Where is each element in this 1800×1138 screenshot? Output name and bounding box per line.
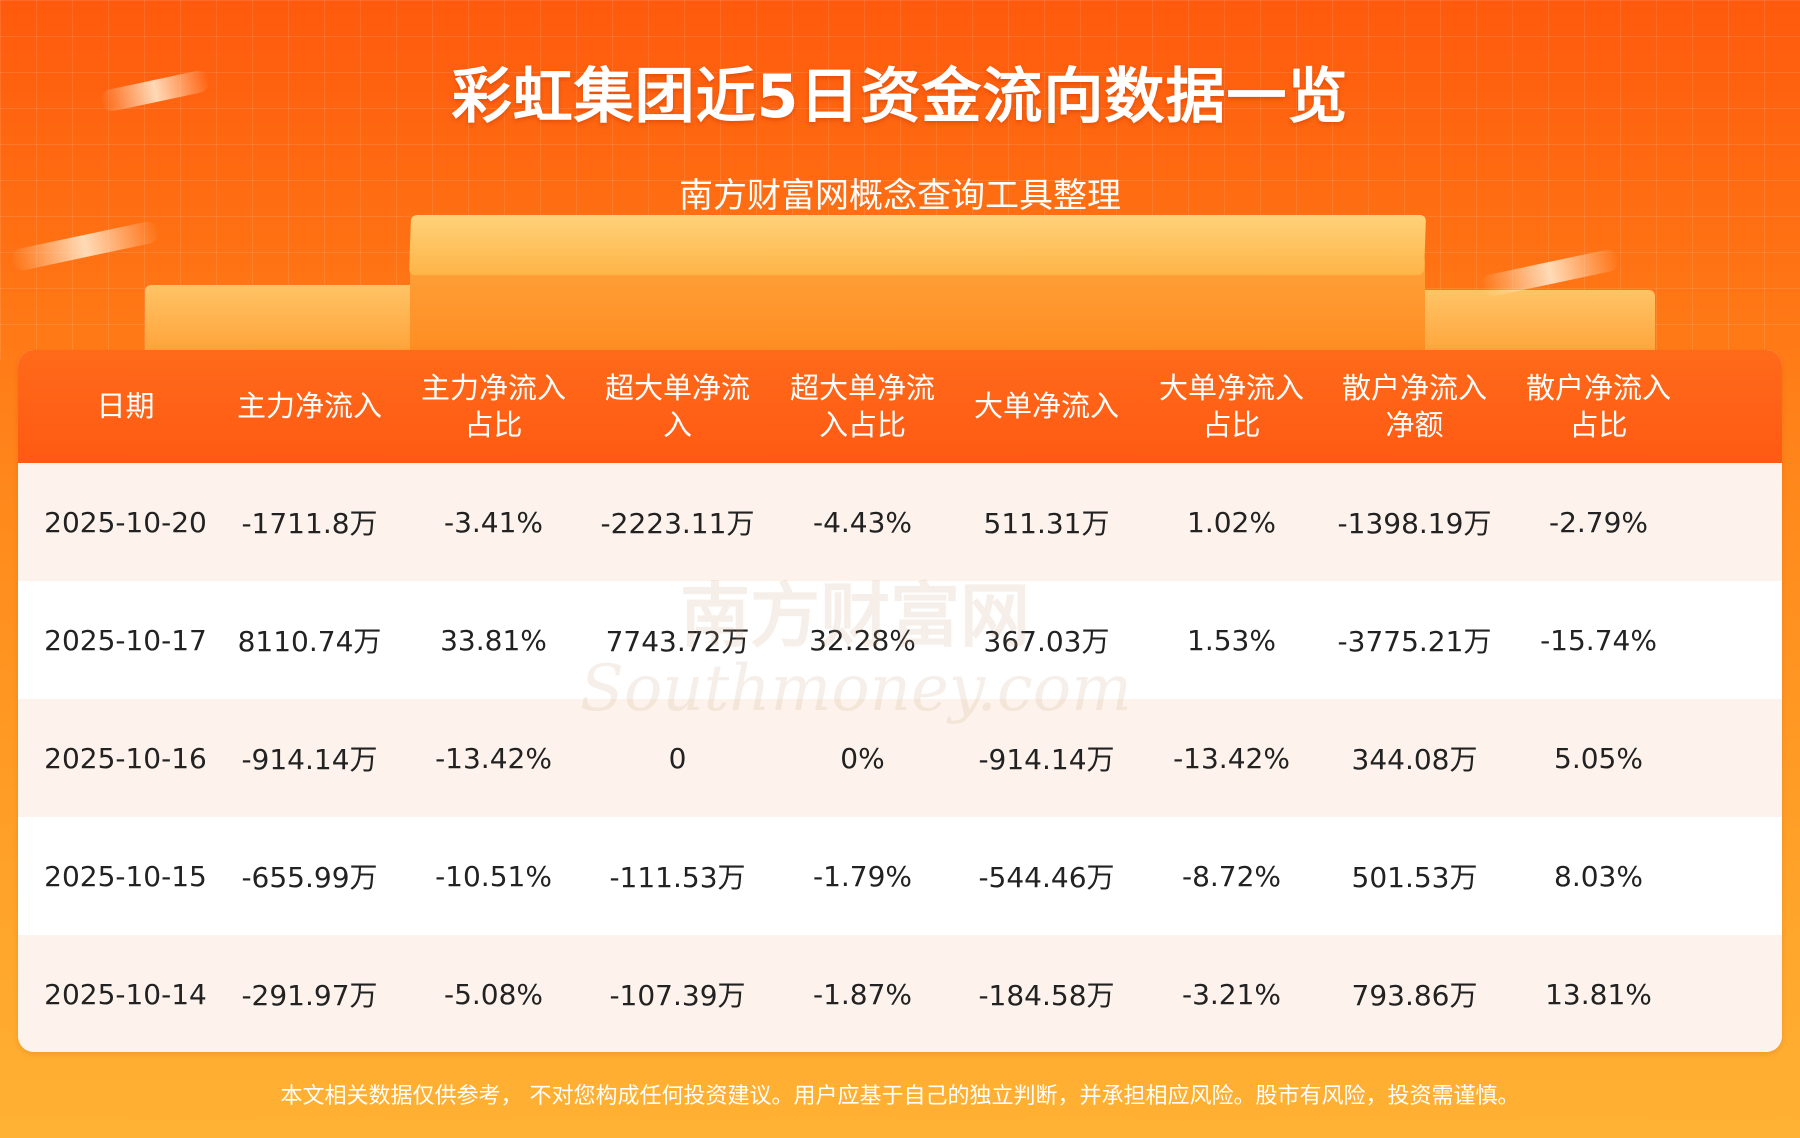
date-cell: 2025-10-17 [44, 623, 207, 657]
data-table-card: 日期 主力净流入 主力净流入 占比 超大单净流入超大单净流 入占比 大单净流入 大单净流入 占比… [18, 350, 1782, 1052]
date-cell: 2025-10-14 [44, 977, 207, 1011]
value-cell: 344.08万 [1351, 743, 1478, 776]
date-cell: 2025-10-16 [44, 741, 207, 775]
column-header-line: 散户净流入 [1341, 370, 1487, 405]
decorative-block-center-top [408, 215, 1427, 275]
table-row: 2025-10-17 8110.74万 33.81% 7743.72万 32.28% 36… [18, 581, 1782, 699]
value-cell: 367.03万 [983, 625, 1110, 658]
column-header-line: 日期 [96, 389, 155, 423]
table-row: 2025-10-16 -914.14万 -13.42% 0 0% -914.14万 -13.… [18, 699, 1782, 817]
value-cell: 511.31万 [983, 507, 1110, 540]
value-cell: -2.79% [1548, 505, 1649, 539]
column-header: 主力净流入 占比 [401, 350, 586, 463]
column-header-line: 主力净流入 [420, 370, 566, 405]
column-header-label: 超大单净流入 [605, 370, 750, 444]
column-header-line: 占比 [1569, 407, 1628, 442]
value-cell: -5.08% [443, 977, 544, 1011]
value-cell: -8.72% [1181, 859, 1282, 893]
page-subtitle: 南方财富网概念查询工具整理 [679, 176, 1121, 216]
disclaimer-text: 本文相关数据仅供参考， 不对您构成任何投资建议。用户应基于自己的独立判断，并承担… [280, 1084, 1520, 1109]
column-header-label: 主力净流入 [237, 388, 382, 425]
value-cell: -1.87% [812, 977, 913, 1011]
value-cell: -107.39万 [609, 979, 746, 1012]
column-header: 超大单净流 入占比 [770, 350, 955, 463]
value-cell: -1.79% [812, 859, 913, 893]
page-title: 彩虹集团近5日资金流向数据一览 [451, 62, 1349, 132]
value-cell: 0 [668, 741, 687, 775]
column-header-line: 主力净流入 [236, 389, 382, 423]
value-cell: 0% [840, 741, 885, 775]
table-row: 2025-10-15 -655.99万 -10.51% -111.53万 -1.79% -… [18, 817, 1782, 935]
value-cell: -544.46万 [978, 861, 1115, 894]
value-cell: -1711.8万 [241, 507, 378, 540]
column-header: 大单净流入 [954, 350, 1139, 463]
column-header: 大单净流入 占比 [1139, 350, 1324, 463]
value-cell: -15.74% [1540, 623, 1657, 657]
value-cell: -1398.19万 [1337, 507, 1492, 540]
value-cell: 8.03% [1554, 859, 1643, 893]
column-header-label: 超大单净流 入占比 [790, 370, 935, 444]
column-header-line: 净额 [1385, 407, 1444, 442]
value-cell: -914.14万 [978, 743, 1115, 776]
column-header-line: 散户净流入 [1525, 370, 1671, 405]
column-header-line: 超大单净流 [789, 370, 935, 405]
table-row: 2025-10-20 -1711.8万 -3.41% -2223.11万 -4.43% 5… [18, 463, 1782, 581]
value-cell: -3.21% [1181, 977, 1282, 1011]
column-header-line: 超大单净流 [604, 370, 750, 405]
column-header-label: 大单净流入 占比 [1159, 370, 1304, 444]
column-header: 散户净流入 净额 [1322, 350, 1507, 463]
column-header-label: 日期 [96, 388, 154, 425]
value-cell: 32.28% [809, 623, 916, 657]
column-header: 散户净流入 占比 [1506, 350, 1691, 463]
column-header-label: 散户净流入 净额 [1342, 370, 1487, 444]
column-header-label: 主力净流入 占比 [421, 370, 566, 444]
table-row: 2025-10-14 -291.97万 -5.08% -107.39万 -1.87% -1… [18, 935, 1782, 1052]
value-cell: -655.99万 [241, 861, 378, 894]
value-cell: 5.05% [1554, 741, 1643, 775]
value-cell: 1.53% [1187, 623, 1276, 657]
value-cell: -3.41% [443, 505, 544, 539]
value-cell: -291.97万 [241, 979, 378, 1012]
value-cell: -914.14万 [241, 743, 378, 776]
value-cell: -184.58万 [978, 979, 1115, 1012]
column-header-line: 入 [662, 407, 692, 442]
column-header-line: 占比 [464, 407, 523, 442]
value-cell: 501.53万 [1351, 861, 1478, 894]
column-header-label: 大单净流入 [974, 388, 1119, 425]
value-cell: -10.51% [435, 859, 552, 893]
value-cell: -13.42% [1173, 741, 1290, 775]
value-cell: 13.81% [1545, 977, 1652, 1011]
value-cell: -13.42% [435, 741, 552, 775]
table-header: 日期 主力净流入 主力净流入 占比 超大单净流入超大单净流 入占比 大单净流入 大单净流入 占比… [18, 350, 1782, 463]
column-header-line: 大单净流入 [973, 389, 1119, 423]
value-cell: -3775.21万 [1337, 625, 1492, 658]
column-header-line: 入占比 [818, 407, 906, 442]
value-cell: 7743.72万 [605, 625, 750, 658]
value-cell: 793.86万 [1351, 979, 1478, 1012]
date-cell: 2025-10-15 [44, 859, 207, 893]
value-cell: -2223.11万 [600, 507, 755, 540]
value-cell: 1.02% [1187, 505, 1276, 539]
value-cell: -4.43% [812, 505, 913, 539]
value-cell: 33.81% [440, 623, 547, 657]
column-header-label: 散户净流入 占比 [1526, 370, 1671, 444]
column-header: 超大单净流入 [585, 350, 770, 463]
column-header-line: 大单净流入 [1158, 370, 1304, 405]
value-cell: -111.53万 [609, 861, 746, 894]
date-cell: 2025-10-20 [44, 505, 207, 539]
column-header-line: 占比 [1202, 407, 1261, 442]
column-header: 主力净流入 [217, 350, 402, 463]
column-header: 日期 [33, 350, 218, 463]
value-cell: 8110.74万 [237, 625, 382, 658]
